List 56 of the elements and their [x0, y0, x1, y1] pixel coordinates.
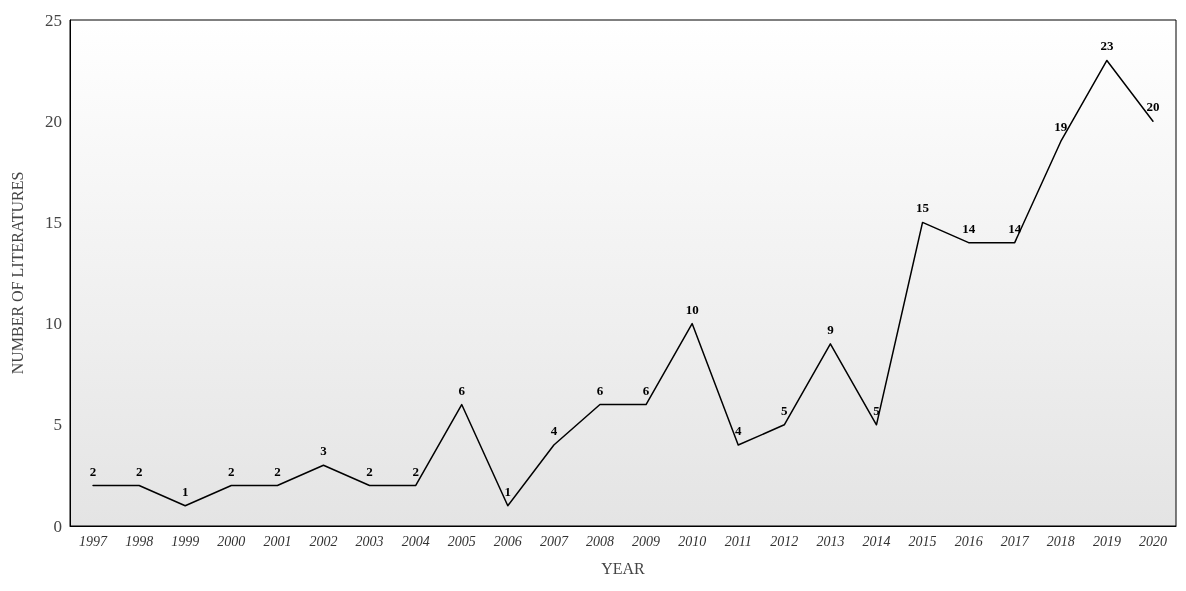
y-tick-label: 5 [53, 415, 62, 435]
data-label: 1 [504, 483, 512, 499]
x-tick-label: 2014 [862, 533, 891, 549]
x-tick-label: 2018 [1046, 533, 1075, 549]
x-tick-label: 2015 [908, 533, 937, 549]
data-label: 1 [181, 483, 189, 499]
data-label: 14 [962, 220, 976, 236]
x-tick-label: 2012 [770, 533, 799, 549]
x-tick-label: 2003 [355, 533, 384, 549]
x-tick-label: 1999 [171, 533, 200, 549]
x-tick-label: 2011 [724, 533, 752, 549]
data-label: 5 [873, 402, 881, 418]
data-label: 4 [550, 423, 558, 439]
data-label: 2 [366, 463, 373, 479]
x-tick-label: 2008 [585, 533, 614, 549]
x-tick-label: 2020 [1138, 533, 1167, 549]
x-tick-label: 2017 [1000, 533, 1030, 549]
x-tick-label: 2016 [954, 533, 983, 549]
data-label: 19 [1054, 119, 1068, 135]
x-tick-label: 2007 [539, 533, 569, 549]
data-label: 10 [685, 301, 699, 317]
data-label: 6 [642, 382, 650, 398]
y-axis-title: NUMBER OF LITERATURES [8, 171, 26, 375]
x-tick-label: 2000 [217, 533, 246, 549]
data-label: 2 [274, 463, 281, 479]
data-label: 6 [596, 382, 604, 398]
data-label: 20 [1146, 99, 1160, 115]
x-tick-label: 2019 [1092, 533, 1121, 549]
x-tick-label: 2004 [401, 533, 430, 549]
x-tick-label: 2002 [309, 533, 338, 549]
data-label: 4 [734, 423, 742, 439]
x-tick-label: 2006 [493, 533, 522, 549]
data-label: 2 [135, 463, 143, 479]
x-tick-label: 2005 [447, 533, 476, 549]
x-tick-label: 2009 [632, 533, 661, 549]
data-label: 14 [1008, 220, 1022, 236]
y-tick-label: 10 [45, 314, 62, 334]
data-label: 23 [1100, 38, 1114, 54]
y-tick-label: 20 [45, 111, 62, 131]
y-tick-label: 25 [45, 10, 62, 30]
data-label: 9 [827, 321, 835, 337]
y-tick-label: 0 [53, 516, 62, 536]
data-label: 5 [781, 402, 789, 418]
data-label: 2 [89, 463, 97, 479]
x-tick-label: 1998 [125, 533, 154, 549]
data-label: 2 [412, 463, 419, 479]
data-label: 3 [320, 443, 328, 459]
data-label: 15 [916, 200, 930, 216]
y-tick-label: 15 [45, 212, 62, 232]
data-label: 2 [228, 463, 235, 479]
x-tick-label: 1997 [79, 533, 109, 549]
x-axis-title: YEAR [601, 559, 646, 577]
x-tick-label: 2001 [263, 533, 292, 549]
x-tick-label: 2010 [678, 533, 707, 549]
x-tick-label: 2013 [816, 533, 845, 549]
data-label: 6 [458, 382, 466, 398]
